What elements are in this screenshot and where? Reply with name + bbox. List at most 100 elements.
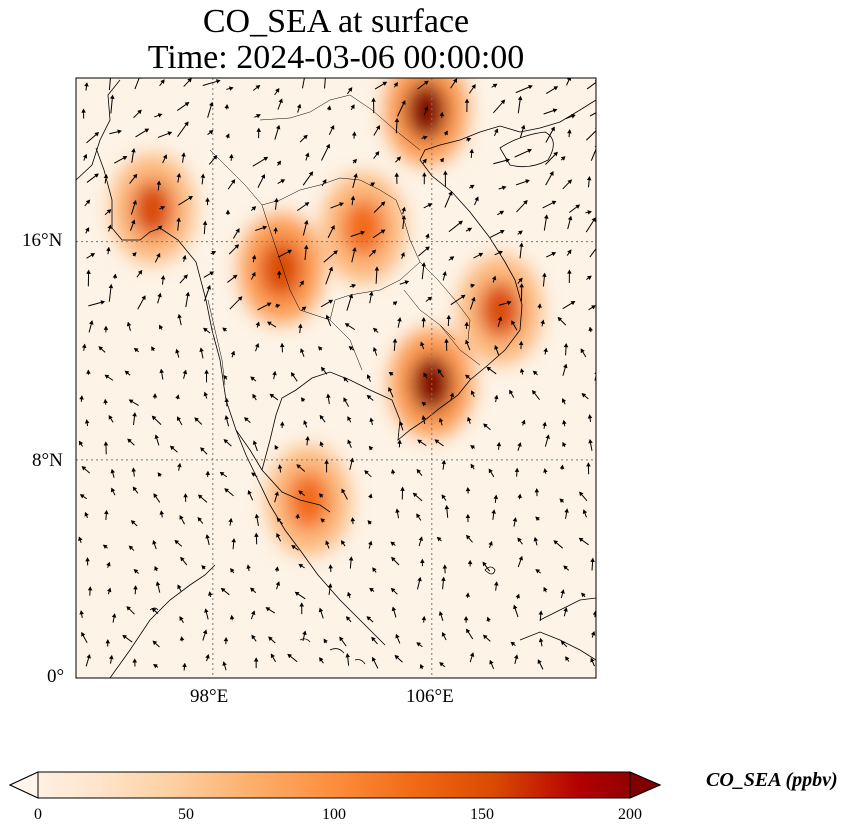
wind-arrow — [467, 559, 473, 567]
wind-arrow — [302, 219, 309, 236]
wind-arrow — [205, 654, 210, 662]
wind-arrow — [111, 487, 116, 496]
wind-arrow — [397, 100, 406, 117]
wind-arrow — [267, 321, 277, 328]
wind-arrow — [303, 244, 309, 260]
wind-arrow — [465, 486, 471, 494]
wind-arrow — [581, 592, 586, 598]
wind-arrow — [82, 153, 88, 161]
wind-arrow — [498, 185, 507, 190]
wind-arrow — [348, 346, 355, 351]
wind-arrow — [493, 494, 499, 503]
wind-arrow — [224, 488, 234, 497]
wind-arrow — [327, 583, 333, 595]
wind-arrow — [175, 348, 180, 358]
wind-arrow — [205, 470, 211, 477]
wind-arrow — [534, 488, 540, 497]
wind-arrow — [320, 518, 326, 523]
wind-arrow — [518, 340, 524, 350]
wind-arrow — [154, 566, 159, 572]
wind-arrow — [439, 662, 446, 668]
wind-arrow — [399, 280, 410, 285]
wind-arrow — [509, 389, 515, 398]
wind-arrow — [287, 653, 298, 663]
wind-arrow — [517, 442, 522, 451]
wind-arrow — [297, 202, 310, 212]
wind-arrow — [243, 417, 251, 424]
wind-arrow — [388, 386, 394, 398]
wind-arrow — [483, 423, 491, 431]
wind-arrow — [489, 659, 495, 670]
wind-arrow — [176, 416, 183, 426]
wind-arrow — [450, 78, 458, 89]
wind-arrow — [257, 173, 266, 188]
wind-arrow — [179, 616, 184, 623]
wind-arrow — [482, 561, 491, 572]
wind-arrow — [183, 493, 188, 502]
wind-arrow — [561, 398, 567, 405]
wind-arrow — [464, 321, 469, 329]
wind-arrow — [586, 176, 592, 188]
wind-arrow — [325, 540, 330, 549]
wind-arrow — [563, 343, 569, 356]
wind-arrow — [109, 654, 114, 664]
wind-arrow — [441, 576, 446, 590]
colorbar-label: CO_SEA (ppbv) — [706, 769, 838, 791]
wind-arrow — [489, 229, 505, 238]
wind-arrow — [470, 390, 475, 398]
wind-arrow — [255, 321, 260, 328]
wind-arrow — [444, 504, 450, 518]
wind-arrow — [251, 254, 257, 263]
wind-arrow — [566, 249, 572, 256]
wind-arrow — [350, 195, 356, 206]
wind-arrow — [84, 82, 89, 91]
wind-arrow — [229, 153, 234, 161]
wind-arrow — [466, 628, 474, 640]
wind-arrow — [397, 439, 402, 448]
wind-arrow — [232, 228, 240, 239]
wind-arrow — [513, 654, 519, 664]
wind-arrow — [229, 614, 235, 621]
wind-arrow — [519, 283, 524, 302]
wind-arrow — [299, 134, 308, 143]
wind-arrow — [255, 225, 268, 231]
wind-arrow — [305, 152, 310, 161]
wind-arrow — [519, 124, 526, 139]
wind-arrow — [152, 393, 158, 399]
wind-arrow — [204, 284, 211, 302]
wind-arrow — [79, 395, 84, 402]
wind-arrow — [421, 415, 427, 425]
wind-arrow — [446, 314, 451, 327]
hotspot-core — [261, 240, 302, 297]
wind-arrow — [442, 564, 448, 574]
wind-arrow — [274, 444, 279, 450]
wind-arrow — [205, 534, 210, 546]
wind-arrow — [106, 561, 111, 568]
wind-arrow — [557, 316, 567, 326]
wind-arrow — [78, 440, 84, 447]
wind-arrow — [590, 630, 596, 638]
wind-arrow — [107, 587, 112, 595]
colorbar — [8, 771, 662, 799]
wind-arrow — [546, 86, 559, 95]
wind-arrow — [130, 219, 136, 231]
wind-arrow — [251, 472, 258, 478]
wind-arrow — [585, 210, 592, 215]
wind-arrow — [132, 412, 137, 426]
wind-arrow — [412, 492, 423, 502]
wind-arrow — [224, 397, 229, 407]
wind-arrow — [390, 469, 396, 475]
wind-arrow — [155, 581, 161, 593]
wind-arrow — [159, 205, 166, 211]
wind-arrow — [197, 516, 204, 524]
wind-arrow — [586, 462, 591, 475]
map-panel — [76, 78, 596, 678]
wind-arrow — [86, 173, 99, 183]
wind-arrow — [228, 244, 240, 255]
wind-arrow — [366, 616, 374, 623]
wind-arrow — [367, 520, 373, 525]
wind-arrow — [252, 156, 269, 167]
wind-arrow — [130, 200, 137, 215]
wind-arrow — [231, 538, 236, 550]
wind-arrow — [371, 636, 378, 645]
